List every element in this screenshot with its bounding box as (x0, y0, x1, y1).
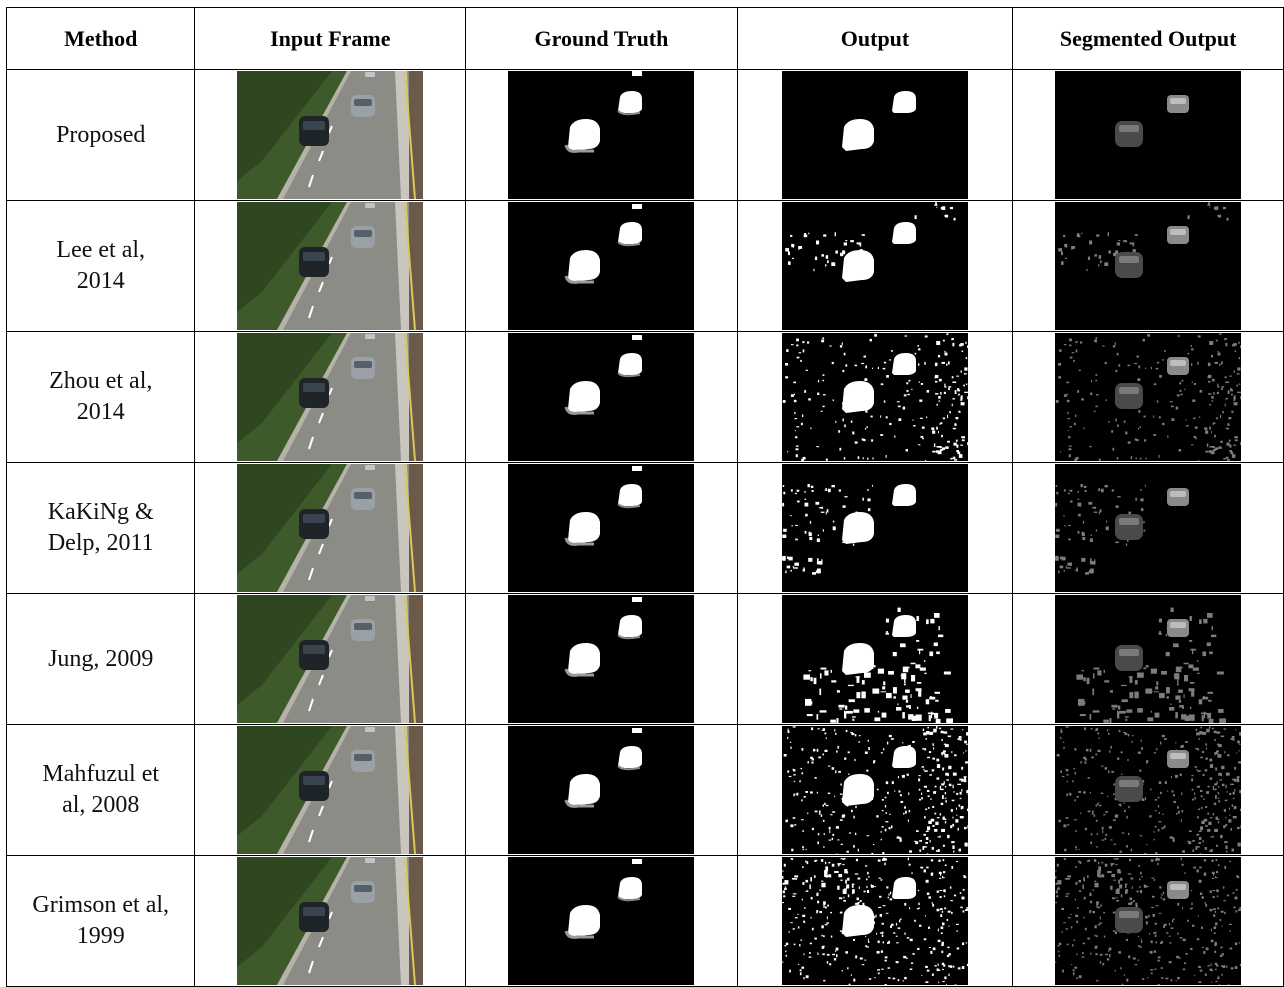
segmented-output-image (1055, 71, 1241, 199)
col-header-ground-truth: Ground Truth (466, 8, 738, 70)
output-cell (737, 594, 1013, 725)
output-cell (737, 856, 1013, 987)
output-cell (737, 332, 1013, 463)
method-name-line1: Zhou et al, (49, 368, 152, 394)
method-name-line2: 1999 (77, 923, 125, 949)
table-row: Zhou et al, 2014 (7, 332, 1284, 463)
ground-truth-cell (466, 594, 738, 725)
method-name-line1: Proposed (56, 122, 145, 148)
method-name-line1: Lee et al, (56, 237, 145, 263)
segmented-output-image (1055, 333, 1241, 461)
output-mask (782, 71, 968, 199)
segmented-output-cell (1013, 594, 1284, 725)
input-frame-image (237, 71, 423, 199)
segmented-output-image (1055, 595, 1241, 723)
input-frame-cell (195, 725, 466, 856)
segmented-output-cell (1013, 201, 1284, 332)
output-mask (782, 202, 968, 330)
comparison-table: Method Input Frame Ground Truth Output S… (6, 7, 1284, 987)
output-cell (737, 70, 1013, 201)
table-row: Grimson et al, 1999 (7, 856, 1284, 987)
segmented-output-cell (1013, 856, 1284, 987)
col-header-method: Method (7, 8, 195, 70)
output-cell (737, 463, 1013, 594)
method-cell: Proposed (7, 70, 195, 201)
input-frame-image (237, 333, 423, 461)
method-name-line1: Jung, 2009 (48, 646, 153, 672)
method-cell: Mahfuzul et al, 2008 (7, 725, 195, 856)
output-cell (737, 201, 1013, 332)
input-frame-image (237, 726, 423, 854)
segmented-output-image (1055, 857, 1241, 985)
table-row: Proposed (7, 70, 1284, 201)
input-frame-image (237, 464, 423, 592)
ground-truth-cell (466, 725, 738, 856)
ground-truth-cell (466, 856, 738, 987)
ground-truth-mask (508, 202, 694, 330)
method-cell: Zhou et al, 2014 (7, 332, 195, 463)
output-mask (782, 857, 968, 985)
output-cell (737, 725, 1013, 856)
method-name-line1: KaKiNg & (48, 499, 154, 525)
ground-truth-mask (508, 333, 694, 461)
segmented-output-cell (1013, 70, 1284, 201)
table-row: KaKiNg & Delp, 2011 (7, 463, 1284, 594)
input-frame-cell (195, 856, 466, 987)
ground-truth-mask (508, 595, 694, 723)
input-frame-cell (195, 463, 466, 594)
method-cell: Jung, 2009 (7, 594, 195, 725)
segmented-output-image (1055, 726, 1241, 854)
table-row: Jung, 2009 (7, 594, 1284, 725)
method-name-line2: 2014 (77, 268, 125, 294)
col-header-segmented-output: Segmented Output (1013, 8, 1284, 70)
table-row: Mahfuzul et al, 2008 (7, 725, 1284, 856)
method-name-line1: Grimson et al, (32, 892, 169, 918)
ground-truth-mask (508, 857, 694, 985)
method-cell: KaKiNg & Delp, 2011 (7, 463, 195, 594)
col-header-input-frame: Input Frame (195, 8, 466, 70)
table-row: Lee et al, 2014 (7, 201, 1284, 332)
col-header-output: Output (737, 8, 1013, 70)
ground-truth-cell (466, 70, 738, 201)
segmented-output-image (1055, 464, 1241, 592)
method-cell: Grimson et al, 1999 (7, 856, 195, 987)
segmented-output-cell (1013, 725, 1284, 856)
ground-truth-cell (466, 201, 738, 332)
output-mask (782, 333, 968, 461)
method-name-line2: 2014 (77, 399, 125, 425)
input-frame-image (237, 202, 423, 330)
input-frame-cell (195, 594, 466, 725)
method-cell: Lee et al, 2014 (7, 201, 195, 332)
input-frame-cell (195, 332, 466, 463)
ground-truth-cell (466, 463, 738, 594)
method-name-line2: al, 2008 (62, 792, 139, 818)
method-name-line2: Delp, 2011 (48, 530, 154, 556)
output-mask (782, 464, 968, 592)
output-mask (782, 595, 968, 723)
input-frame-cell (195, 201, 466, 332)
segmented-output-cell (1013, 463, 1284, 594)
header-row: Method Input Frame Ground Truth Output S… (7, 8, 1284, 70)
ground-truth-mask (508, 726, 694, 854)
ground-truth-cell (466, 332, 738, 463)
ground-truth-mask (508, 71, 694, 199)
method-name-line1: Mahfuzul et (42, 761, 159, 787)
ground-truth-mask (508, 464, 694, 592)
input-frame-image (237, 857, 423, 985)
segmented-output-cell (1013, 332, 1284, 463)
input-frame-image (237, 595, 423, 723)
input-frame-cell (195, 70, 466, 201)
segmented-output-image (1055, 202, 1241, 330)
output-mask (782, 726, 968, 854)
